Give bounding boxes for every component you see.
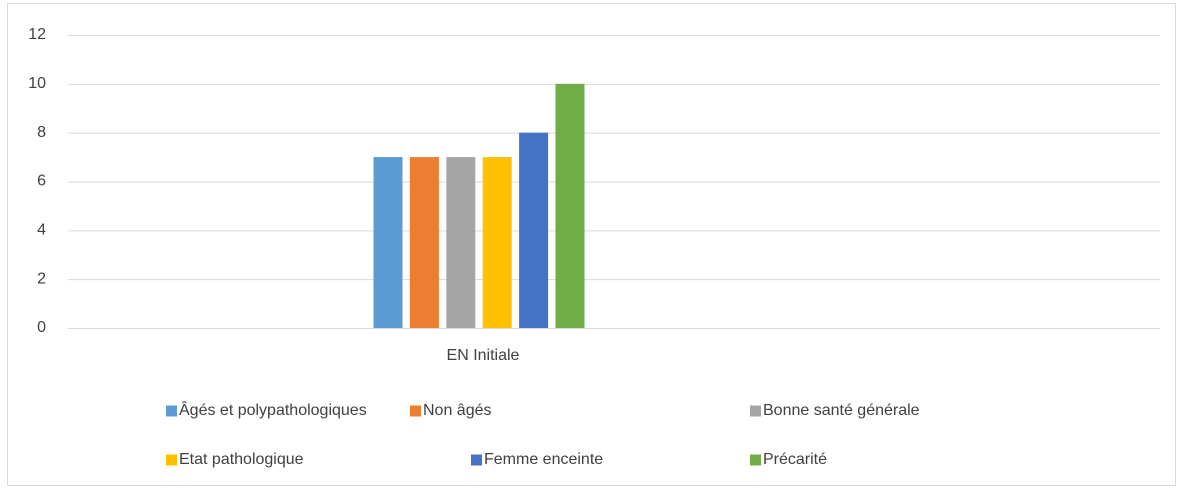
x-tick-label: EN Initiale xyxy=(447,347,520,364)
bar xyxy=(446,157,476,328)
legend-swatch xyxy=(166,454,177,466)
legend-label: Bonne santé générale xyxy=(763,402,920,419)
y-tick-label: 10 xyxy=(28,75,46,92)
legend-swatch xyxy=(750,405,761,417)
legend-swatch xyxy=(750,454,761,466)
legend-swatch xyxy=(471,454,482,466)
bar xyxy=(555,83,585,328)
y-tick-label: 8 xyxy=(37,124,46,141)
legend-label: Âgés et polypathologiques xyxy=(179,400,367,419)
bar xyxy=(373,157,403,328)
y-tick-label: 6 xyxy=(37,173,46,190)
legend-label: Etat pathologique xyxy=(179,451,304,468)
y-tick-label: 0 xyxy=(37,319,46,336)
legend-label: Femme enceinte xyxy=(484,451,603,468)
bar xyxy=(519,132,549,328)
y-tick-label: 4 xyxy=(37,222,46,239)
legend-swatch xyxy=(410,405,421,417)
legend-label: Précarité xyxy=(763,451,827,468)
y-tick-label: 12 xyxy=(28,26,46,43)
y-tick-label: 2 xyxy=(37,270,46,287)
bar xyxy=(409,157,439,328)
legend-label: Non âgés xyxy=(423,402,492,419)
bar xyxy=(482,157,512,328)
legend-swatch xyxy=(166,405,177,417)
